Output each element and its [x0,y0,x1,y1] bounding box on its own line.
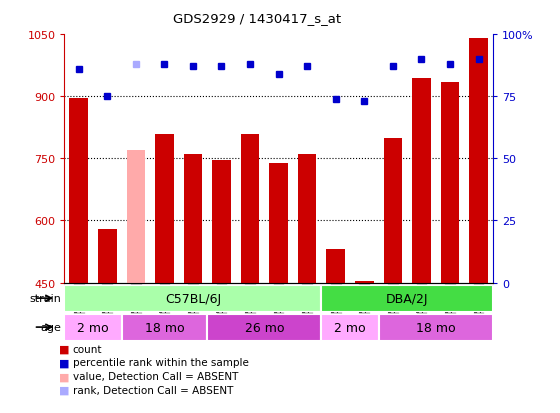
Text: 18 mo: 18 mo [416,321,455,334]
Text: C57BL/6J: C57BL/6J [165,292,221,305]
Bar [98,229,116,283]
Text: 18 mo: 18 mo [144,321,184,334]
Bar [184,155,202,283]
Bar [321,285,493,312]
Bar [212,161,231,283]
Text: 2 mo: 2 mo [334,321,366,334]
Text: rank, Detection Call = ABSENT: rank, Detection Call = ABSENT [73,385,233,395]
Text: percentile rank within the sample: percentile rank within the sample [73,358,249,368]
Text: GDS2929 / 1430417_s_at: GDS2929 / 1430417_s_at [173,12,341,25]
Bar [241,134,259,283]
Bar [355,281,374,283]
Bar [441,83,459,283]
Text: 2 mo: 2 mo [77,321,109,334]
Bar [127,151,145,283]
Text: DBA/2J: DBA/2J [386,292,428,305]
Bar [64,285,321,312]
Text: ■: ■ [59,385,69,395]
Bar [412,78,431,283]
Bar [122,314,207,341]
Text: 26 mo: 26 mo [245,321,284,334]
Bar [321,314,379,341]
Text: age: age [41,322,62,332]
Text: value, Detection Call = ABSENT: value, Detection Call = ABSENT [73,371,238,381]
Text: ■: ■ [59,358,69,368]
Bar [326,250,345,283]
Text: ■: ■ [59,344,69,354]
Bar [384,138,402,283]
Bar [207,314,321,341]
Bar [69,99,88,283]
Text: ■: ■ [59,371,69,381]
Bar [469,39,488,283]
Bar [298,155,316,283]
Bar [155,134,174,283]
Bar [269,164,288,283]
Bar [64,314,122,341]
Text: strain: strain [30,293,62,304]
Text: count: count [73,344,102,354]
Bar [379,314,493,341]
